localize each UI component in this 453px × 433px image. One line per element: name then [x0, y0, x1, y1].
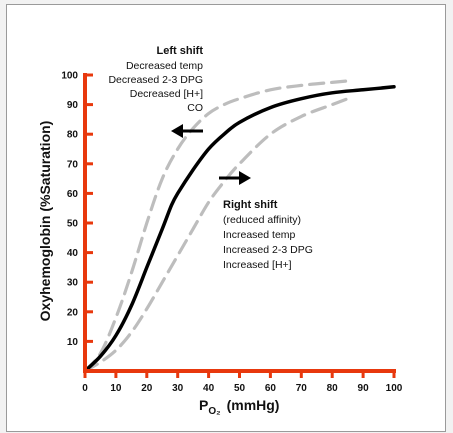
- y-tick-label-20: 20: [67, 307, 79, 318]
- tick-labels-layer: 10 20 30 40 50 60 70 80 90 100 0 10 20 30 40 50 60 70 80 90…: [61, 71, 402, 395]
- x-tick-label-40: 40: [203, 383, 215, 394]
- x-tick-label-70: 70: [296, 383, 308, 394]
- chart-frame: 10 20 30 40 50 60 70 80 90 100 0 10 20 30 40 50 60 70 80 90…: [6, 4, 446, 432]
- right-shift-annotation: Right shift (reduced affinity) Increased…: [219, 171, 313, 271]
- y-tick-label-100: 100: [61, 71, 78, 82]
- shift-curve-1: [83, 79, 350, 373]
- left-shift-title: Left shift: [157, 45, 204, 57]
- x-tick-label-10: 10: [110, 383, 122, 394]
- y-tick-label-10: 10: [67, 337, 79, 348]
- y-tick-label-50: 50: [67, 219, 79, 230]
- y-tick-label-80: 80: [67, 130, 79, 141]
- normal-curve: [83, 85, 396, 373]
- right-shift-line-2: Increased temp: [223, 229, 296, 241]
- right-shift-line-3: Increased 2-3 DPG: [223, 244, 313, 256]
- left-shift-line-3: Decreased [H+]: [130, 88, 203, 100]
- right-shift-line-4: Increased [H+]: [223, 259, 292, 271]
- right-shift-line-1: (reduced affinity): [223, 214, 301, 226]
- y-tick-label-40: 40: [67, 248, 79, 259]
- x-tick-label-100: 100: [386, 383, 403, 394]
- left-shift-line-2: Decreased 2-3 DPG: [108, 74, 203, 86]
- x-tick-label-50: 50: [234, 383, 246, 394]
- x-tick-label-80: 80: [327, 383, 339, 394]
- right-arrow-icon: [219, 171, 251, 185]
- axes-layer: [83, 73, 396, 378]
- curves-layer: [83, 79, 396, 373]
- x-tick-label-90: 90: [358, 383, 370, 394]
- y-axis-title: Oxyhemoglobin (%Saturation): [37, 121, 53, 322]
- y-tick-label-70: 70: [67, 159, 79, 170]
- y-tick-label-90: 90: [67, 100, 79, 111]
- y-tick-label-30: 30: [67, 278, 79, 289]
- x-axis-title-main: P: [199, 397, 208, 413]
- shift-curve-2: [83, 97, 350, 373]
- x-tick-label-0: 0: [82, 383, 88, 394]
- left-arrow-icon: [171, 124, 203, 138]
- left-shift-annotation: Left shift Decreased temp Decreased 2-3 …: [108, 45, 203, 138]
- y-tick-label-60: 60: [67, 189, 79, 200]
- oxyhemoglobin-dissociation-chart: 10 20 30 40 50 60 70 80 90 100 0 10 20 30 40 50 60 70 80 90…: [37, 45, 403, 417]
- left-shift-line-1: Decreased temp: [126, 60, 203, 72]
- x-axis-title: PO₂ (mmHg): [199, 397, 279, 417]
- left-shift-line-4: CO: [187, 102, 203, 114]
- x-tick-label-20: 20: [141, 383, 153, 394]
- x-tick-label-30: 30: [172, 383, 184, 394]
- x-tick-label-60: 60: [265, 383, 277, 394]
- right-shift-title: Right shift: [223, 199, 278, 211]
- x-axis-title-unit: (mmHg): [227, 397, 280, 413]
- x-axis-title-subscript: O₂: [208, 406, 220, 417]
